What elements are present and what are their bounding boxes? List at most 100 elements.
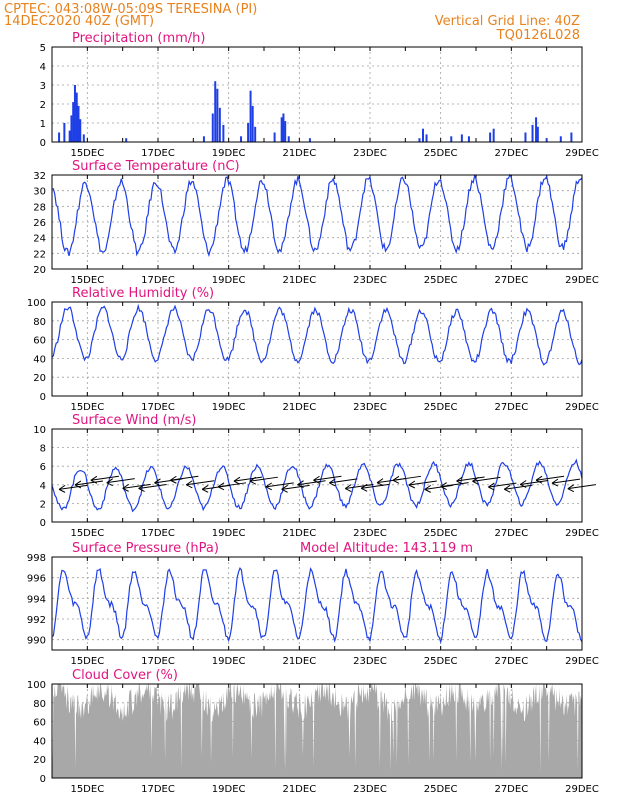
wind-arrow — [138, 483, 167, 489]
series-line — [52, 173, 583, 258]
wind-arrow — [488, 482, 517, 488]
x-tick-label: 25DEC — [424, 528, 458, 539]
x-tick-label: 25DEC — [424, 275, 458, 286]
panel-2: Relative Humidity (%) 0 20 40 60 80 100 15DEC 17… — [27, 286, 599, 413]
y-tick-label: 10 — [33, 425, 46, 436]
precip-bar — [218, 107, 221, 142]
x-tick-label: 17DEC — [141, 275, 175, 286]
y-tick-label: 80 — [33, 317, 46, 328]
y-tick-label: 992 — [27, 615, 46, 626]
wind-arrow — [329, 478, 358, 484]
wind-arrow-head — [74, 480, 82, 489]
y-tick-label: 4 — [40, 481, 46, 492]
y-tick-label: 4 — [40, 62, 46, 73]
x-tick-label: 27DEC — [494, 528, 528, 539]
wind-arrow-head — [90, 475, 98, 484]
wind-arrow-head — [472, 476, 479, 485]
y-tick-label: 994 — [27, 594, 46, 605]
wind-arrow-head — [392, 475, 400, 484]
x-tick-label: 15DEC — [70, 148, 104, 159]
x-tick-label: 21DEC — [282, 528, 316, 539]
wind-arrow-head — [265, 482, 273, 491]
x-tick-label: 17DEC — [141, 528, 175, 539]
x-tick-label: 25DEC — [424, 148, 458, 159]
precip-bar — [489, 132, 492, 142]
wind-arrow-head — [249, 476, 257, 485]
wind-arrow — [440, 482, 469, 488]
wind-arrow-head — [344, 484, 352, 492]
wind-arrow-head — [297, 480, 304, 489]
y-tick-label: 6 — [40, 462, 46, 473]
wind-arrow — [74, 480, 104, 486]
wind-arrow — [233, 476, 263, 482]
y-tick-label: 80 — [33, 699, 46, 710]
x-tick-label: 19DEC — [212, 275, 246, 286]
wind-arrow-head — [440, 482, 447, 491]
wind-arrow-head — [122, 483, 129, 492]
wind-arrow — [90, 475, 119, 481]
y-tick-label: 60 — [33, 336, 46, 347]
x-tick-label: 23DEC — [353, 148, 387, 159]
x-tick-label: 19DEC — [212, 402, 246, 413]
precip-bar — [82, 134, 85, 142]
precip-bar — [75, 92, 78, 142]
wind-arrow-head — [360, 483, 368, 492]
y-tick-label: 22 — [33, 249, 46, 260]
precip-bar — [240, 136, 243, 142]
x-tick-label: 27DEC — [494, 148, 528, 159]
wind-arrow-head — [424, 484, 432, 493]
precip-bar — [68, 130, 71, 142]
precip-bar — [202, 136, 205, 142]
precip-bar — [536, 126, 539, 142]
panel-title: Precipitation (mm/h) — [72, 31, 205, 46]
panel-title: Surface Temperature (nC) — [72, 159, 240, 174]
panel-title: Surface Pressure (hPa) — [72, 541, 219, 556]
wind-arrow-head — [503, 484, 511, 493]
wind-arrow-head — [58, 484, 66, 493]
y-tick-label: 40 — [33, 736, 46, 747]
y-tick-label: 60 — [33, 718, 46, 729]
wind-arrow-head — [201, 484, 209, 493]
wind-arrow-head — [551, 478, 559, 487]
panel-frame — [51, 428, 583, 523]
wind-arrow-head — [535, 475, 543, 484]
wind-arrow-head — [233, 476, 241, 485]
precip-bar — [531, 124, 534, 142]
wind-arrow — [392, 475, 422, 481]
x-tick-label: 25DEC — [424, 784, 458, 795]
precip-bar — [570, 132, 573, 142]
precip-bar — [467, 136, 470, 142]
x-tick-label: 19DEC — [212, 656, 246, 667]
wind-arrow — [535, 475, 565, 481]
x-tick-label: 15DEC — [70, 656, 104, 667]
y-tick-label: 20 — [33, 265, 46, 276]
panel-1: Surface Temperature (nC) 20 22 24 26 28 30 32 15… — [33, 159, 599, 286]
x-tick-label: 21DEC — [282, 402, 316, 413]
header-code: TQ0126L028 — [496, 28, 580, 43]
wind-arrow-head — [488, 482, 495, 491]
precip-bar — [287, 136, 290, 142]
y-tick-label: 20 — [33, 373, 46, 384]
panel-subtitle: Model Altitude: 143.119 m — [300, 541, 473, 556]
y-tick-label: 2 — [40, 100, 46, 111]
wind-arrow — [217, 482, 247, 488]
x-tick-label: 15DEC — [70, 528, 104, 539]
x-tick-label: 29DEC — [565, 656, 599, 667]
wind-arrow — [249, 476, 278, 482]
x-tick-label: 29DEC — [565, 784, 599, 795]
y-tick-label: 0 — [40, 138, 46, 149]
wind-arrow-head — [170, 475, 177, 484]
precip-bar — [58, 132, 61, 142]
wind-arrow-head — [281, 484, 288, 493]
precip-bar — [422, 128, 424, 142]
precip-bar — [70, 115, 73, 142]
panel-title: Surface Wind (m/s) — [72, 413, 196, 428]
precip-bar — [222, 124, 225, 142]
wind-arrow — [186, 480, 215, 486]
x-tick-label: 15DEC — [70, 275, 104, 286]
wind-arrow — [122, 483, 151, 489]
precip-bar — [524, 132, 527, 142]
x-tick-label: 17DEC — [141, 656, 175, 667]
wind-arrow — [297, 480, 326, 486]
wind-arrow — [504, 484, 533, 490]
